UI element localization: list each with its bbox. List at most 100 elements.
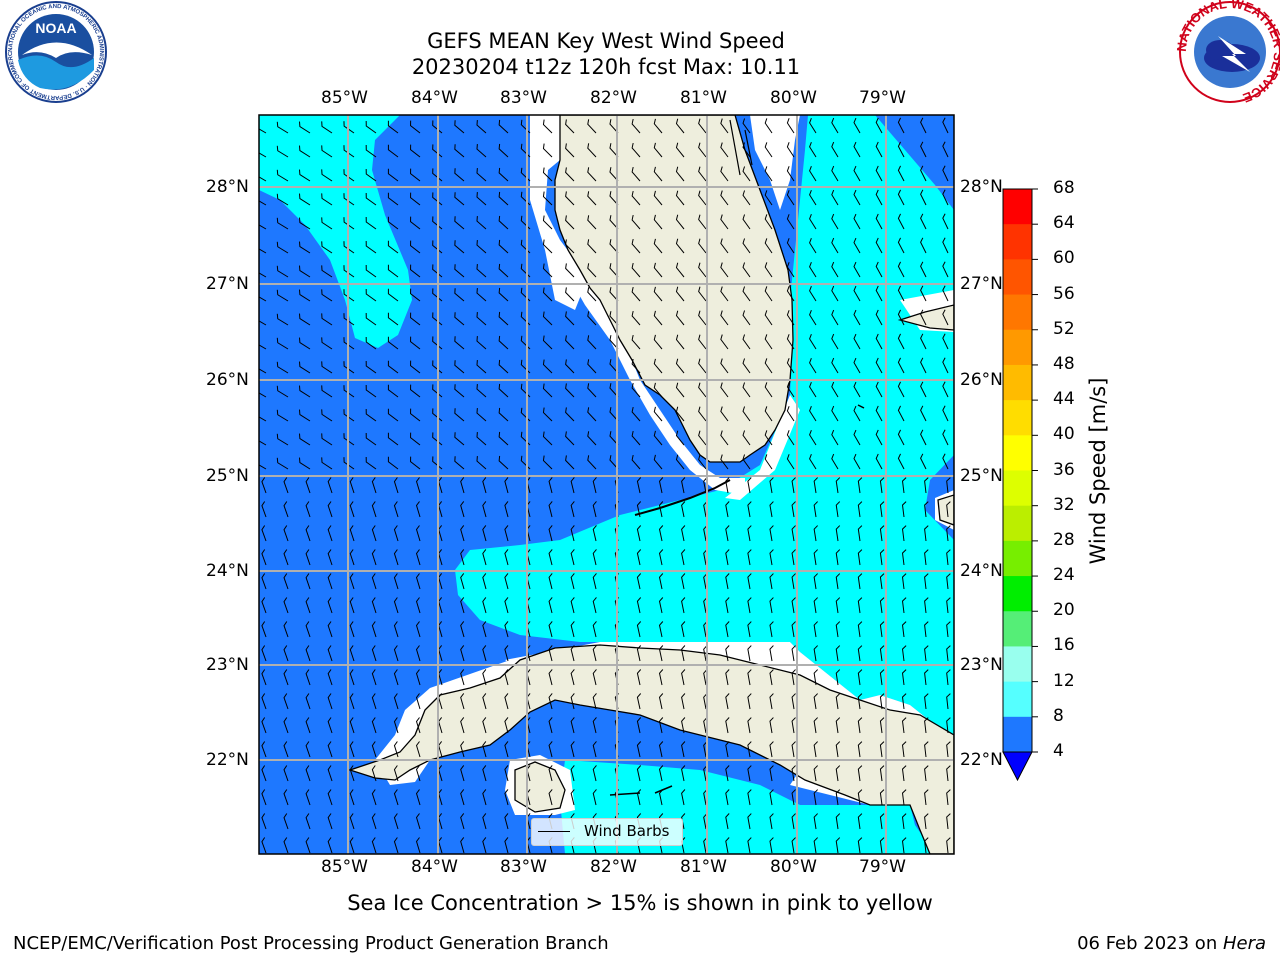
- wind-barb: [371, 501, 377, 518]
- wind-barb: [393, 693, 399, 710]
- colorbar-extend-triangle: [1002, 751, 1033, 782]
- wind-barb: [946, 501, 951, 518]
- wind-barb: [504, 645, 509, 662]
- wind-barb: [259, 409, 267, 422]
- wind-barb: [327, 477, 333, 494]
- wind-barb: [875, 141, 883, 158]
- wind-barb: [498, 119, 509, 134]
- colorbar-segment: [1003, 364, 1032, 401]
- wind-barb: [498, 215, 509, 230]
- wind-barb: [570, 597, 575, 614]
- wind-barb: [897, 189, 905, 206]
- lon-tick-bottom: 79°W: [859, 857, 906, 877]
- wind-barb: [371, 765, 377, 782]
- wind-barb: [897, 405, 905, 422]
- wind-barb: [791, 741, 796, 758]
- wind-barb: [786, 430, 795, 446]
- lat-tick-right: 25°N: [960, 466, 1003, 486]
- wind-barb: [920, 453, 927, 470]
- wind-barb: [570, 789, 575, 806]
- wind-barb: [327, 789, 333, 806]
- wind-barb: [720, 262, 729, 278]
- wind-barb: [946, 693, 951, 710]
- colorbar-segment: [1003, 329, 1032, 366]
- wind-barbs-layer: [259, 117, 951, 854]
- wind-barb: [321, 289, 333, 302]
- wind-barb: [349, 501, 355, 518]
- wind-barb: [946, 621, 951, 638]
- wind-barb: [631, 262, 641, 278]
- wind-barb: [653, 454, 663, 470]
- wind-barb: [454, 144, 465, 158]
- wind-barb: [305, 789, 311, 806]
- wind-barb: [658, 669, 664, 686]
- wind-barb: [786, 238, 795, 254]
- wind-barb: [653, 358, 663, 374]
- wind-barb: [853, 165, 861, 182]
- wind-barb: [365, 264, 377, 278]
- wind-barb: [565, 431, 575, 446]
- wind-barb: [305, 717, 311, 734]
- wind-barb: [853, 333, 861, 350]
- wind-barb: [542, 431, 553, 446]
- wind-barb: [698, 190, 707, 206]
- wind-barb: [542, 407, 553, 422]
- colorbar-tick-label: 12: [1053, 670, 1075, 691]
- wind-barb: [276, 145, 289, 158]
- wind-barb: [283, 741, 289, 758]
- wind-barb: [703, 501, 708, 518]
- wind-barb: [305, 837, 311, 854]
- wind-barb: [259, 457, 267, 470]
- wind-barb: [675, 238, 685, 254]
- wind-barb: [460, 645, 465, 662]
- wind-barb: [857, 789, 863, 806]
- wind-barb: [720, 406, 729, 422]
- chart-subtitle: 20230204 t12z 120h fcst Max: 10.11: [411, 55, 801, 79]
- wind-barb: [283, 669, 289, 686]
- wind-barb: [387, 312, 399, 326]
- wind-barb: [809, 381, 817, 398]
- wind-barb: [879, 837, 885, 854]
- wind-barb: [371, 669, 377, 686]
- wind-barb: [942, 453, 949, 470]
- wind-barb: [653, 310, 663, 326]
- colorbar-tick-label: 64: [1053, 213, 1075, 234]
- wind-barb: [813, 525, 818, 542]
- wind-barb: [504, 789, 509, 806]
- wind-barb: [769, 525, 774, 542]
- wind-barb: [387, 288, 399, 302]
- wind-barb: [879, 789, 885, 806]
- wind-barb: [454, 312, 465, 326]
- wind-barb: [283, 765, 289, 782]
- wind-barb: [415, 765, 421, 782]
- wind-barb: [681, 549, 686, 566]
- wind-barb: [835, 693, 841, 710]
- wind-barb: [875, 117, 883, 134]
- wind-barb: [769, 837, 774, 854]
- wind-barb: [742, 262, 751, 278]
- lat-tick-right: 23°N: [960, 655, 1003, 675]
- colorbar-segment: [1003, 189, 1032, 225]
- colorbar-tick-label: 8: [1053, 705, 1064, 726]
- legend-line-icon: [538, 831, 570, 832]
- wind-barb: [570, 549, 575, 566]
- wind-barb: [764, 430, 773, 446]
- noaa-logo-text: NOAA: [35, 20, 77, 36]
- wind-barb: [387, 336, 399, 350]
- wind-barb: [725, 621, 730, 638]
- wind-barb: [259, 193, 267, 206]
- wind-barb: [460, 621, 465, 638]
- wind-barb: [343, 217, 355, 230]
- wind-barb: [897, 285, 905, 302]
- wind-barb: [675, 406, 685, 422]
- wind-barb: [875, 405, 883, 422]
- wind-barb: [321, 313, 333, 326]
- wind-barb: [548, 645, 553, 662]
- wind-barb: [809, 261, 817, 278]
- wind-barb: [504, 693, 509, 710]
- wind-barb: [415, 741, 421, 758]
- wind-barb: [283, 597, 289, 614]
- wind-barb: [725, 573, 730, 590]
- colorbar-tick-label: 16: [1053, 635, 1075, 656]
- wind-barb: [720, 310, 729, 326]
